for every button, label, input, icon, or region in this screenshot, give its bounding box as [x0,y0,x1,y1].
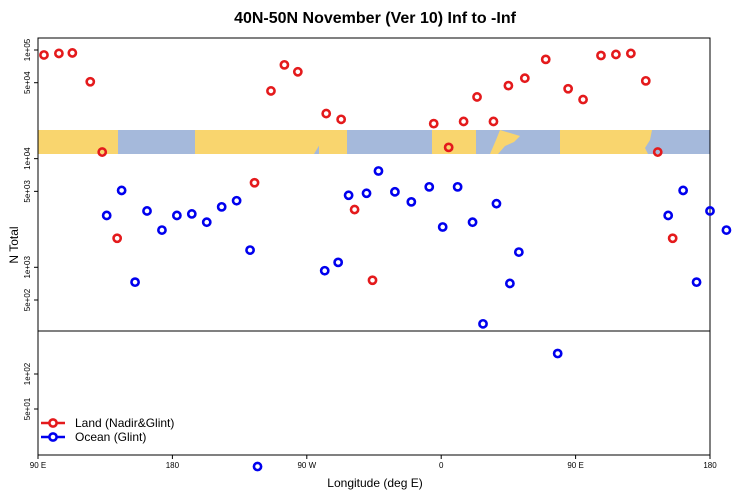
land-point [667,233,678,244]
land-point [292,66,303,77]
land-point [578,94,588,105]
y-tick-label: 1e+05 [23,38,32,61]
y-tick-label: 5e+03 [23,180,32,203]
map-landmass [38,130,118,154]
land-point [596,50,606,61]
land-point [428,118,439,129]
land-point [519,73,530,84]
land-point [472,92,482,102]
legend-label: Land (Nadir&Glint) [75,416,174,430]
land-point [97,147,108,157]
y-axis-label: N Total [7,226,21,264]
land-point [336,114,347,125]
ocean-point [116,185,127,196]
ocean-point [478,318,488,329]
y-tick-label: 5e+01 [23,397,32,420]
ocean-point [721,225,732,235]
x-tick-label: 0 [439,461,444,470]
map-landmass [432,130,472,154]
land-point [640,75,651,86]
ocean-point [157,225,167,235]
land-point [367,275,378,286]
ocean-point [467,217,478,228]
legend-label: Ocean (Glint) [75,430,146,444]
ocean-point [130,277,140,288]
y-tick-label: 5e+04 [23,71,32,94]
map-landmass [258,130,330,154]
x-axis-label: Longitude (deg E) [327,476,423,490]
map-landmass [490,130,520,154]
ocean-point [333,257,344,268]
land-point [458,116,469,127]
legend-marker [48,418,58,428]
land-point [266,86,276,96]
land-point [112,233,123,244]
land-point [249,177,260,188]
ocean-point [406,196,417,207]
x-tick-label: 180 [703,461,717,470]
ocean-point [705,206,715,216]
x-tick-label: 90 E [567,461,583,470]
ocean-point [437,222,448,232]
ocean-point [201,217,212,228]
x-tick-label: 90 W [297,461,316,470]
ocean-point [504,278,515,289]
ocean-point [373,166,384,176]
land-point [540,54,551,65]
ocean-point [678,185,689,196]
x-tick-label: 180 [166,461,180,470]
y-tick-label: 5e+02 [23,288,32,311]
ocean-point [390,186,400,197]
land-point [625,48,636,59]
map-land-strip [195,130,262,154]
ocean-point [663,210,674,221]
ocean-point [231,195,242,206]
map-landmass [560,130,652,154]
chart-title: 40N-50N November (Ver 10) Inf to -Inf [234,10,516,27]
ocean-point [491,198,502,209]
ocean-point [101,210,112,221]
ocean-point [691,277,702,288]
ocean-point [142,206,152,216]
legend-marker [48,432,58,442]
land-point [279,59,290,70]
ocean-point [252,461,263,472]
land-point [39,50,49,60]
ocean-point [552,348,563,359]
x-tick-label: 90 E [30,461,46,470]
land-point [443,142,454,153]
land-point [54,48,64,59]
ocean-point [513,247,524,257]
ocean-point [361,188,372,199]
ocean-point [343,190,354,201]
ocean-point [319,265,330,276]
ocean-point [424,181,435,192]
ocean-point [216,201,227,212]
y-tick-label: 1e+03 [23,256,32,279]
land-point [652,147,663,157]
plot-frame [37,37,711,456]
y-tick-label: 1e+02 [23,362,32,385]
ocean-point [245,245,255,255]
ocean-point [186,209,197,219]
land-point [349,204,360,215]
land-point [67,48,78,58]
y-tick-label: 1e+04 [23,147,32,170]
land-point [321,108,332,119]
land-point [563,83,574,94]
land-point [611,49,621,60]
ocean-point [171,210,182,221]
land-point [488,116,499,127]
land-point [85,76,96,87]
land-point [503,80,514,91]
ocean-point [452,181,463,192]
